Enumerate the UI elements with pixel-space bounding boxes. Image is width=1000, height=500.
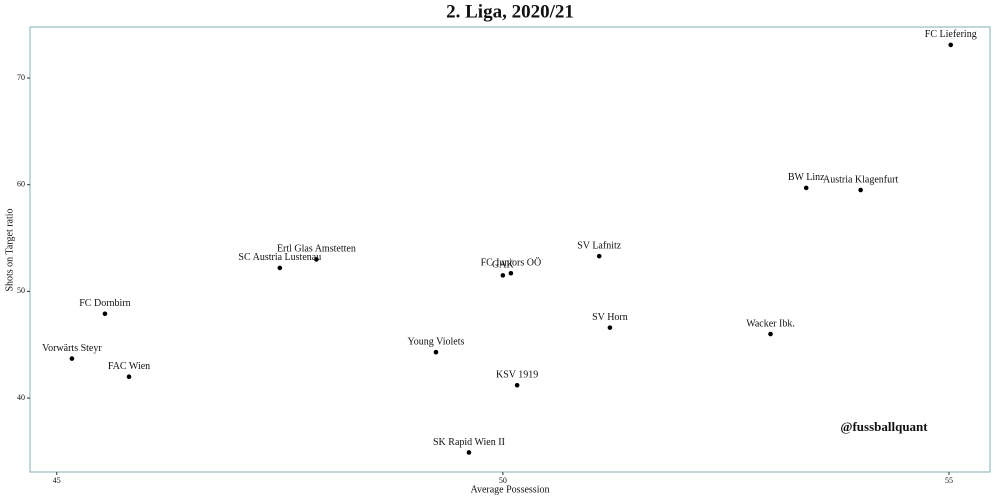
point-label: FC Dornbirn [79,298,130,309]
point-label: Austria Klagenfurt [823,174,898,185]
annotation: @fussballquant [840,419,928,434]
point [948,42,954,48]
point-label: SV Lafnitz [577,240,622,251]
y-tick-label: 50 [17,286,25,295]
point [69,356,75,361]
point-label: KSV 1919 [496,370,538,381]
point-label: FAC Wien [108,361,150,372]
point-label: SV Horn [592,312,628,323]
point [433,349,439,355]
point-label: FC Juniors OÖ [481,257,542,269]
point [858,187,863,193]
point [768,331,773,337]
chart-title: 2. Liga, 2020/21 [446,1,574,22]
point [314,257,319,262]
y-tick-label: 40 [17,393,25,402]
point-label: SK Rapid Wien II [433,437,505,448]
point [514,382,520,388]
point-label: Wacker Ibk. [746,318,795,329]
plot-border [29,26,991,473]
point [102,311,108,317]
x-axis-label: Average Possession [471,484,550,495]
point [126,374,132,380]
x-tick-label: 45 [53,476,61,485]
point [803,185,809,191]
y-axis-label: Shots on Target ratio [4,208,15,291]
point [277,265,283,271]
point-label: FC Liefering [925,29,977,40]
point-label: Ertl Glas Amstetten [277,244,356,255]
point-label: BW Linz [788,172,825,183]
point [508,270,514,276]
point-label: Young Violets [408,336,465,347]
point [500,273,506,278]
point [466,450,472,455]
point [596,253,602,259]
y-tick-label: 70 [17,73,25,82]
point-label: Vorwärts Steyr [42,343,102,354]
point-label: GAK [492,260,514,271]
x-tick-label: 50 [499,476,507,485]
point-label: SC Austria Lustenau [238,252,321,263]
y-tick-label: 60 [17,180,25,189]
x-tick-label: 55 [945,476,953,485]
point [607,325,613,330]
